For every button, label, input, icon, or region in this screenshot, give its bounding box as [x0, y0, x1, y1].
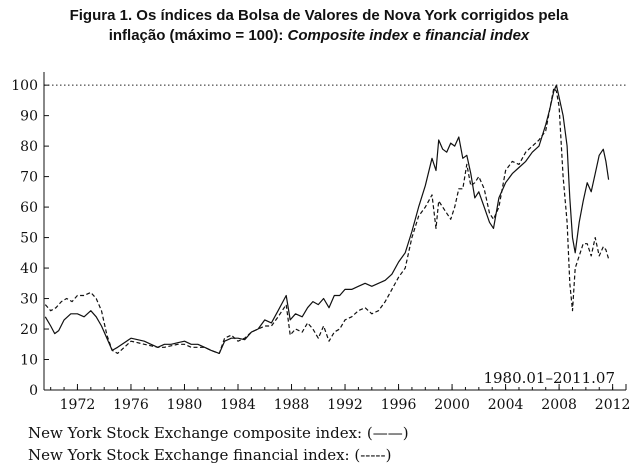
x-tick-label: 2004: [488, 397, 524, 413]
y-tick-label: 70: [20, 170, 38, 186]
x-tick-label: 2012: [595, 397, 631, 413]
legend-financial: New York Stock Exchange financial index:…: [28, 446, 392, 464]
chart-title-connector: e: [412, 27, 421, 44]
chart-title-line-2-plain: inflação (máximo = 100):: [108, 27, 284, 44]
x-tick-label: 1980: [167, 397, 203, 413]
x-tick-label: 1976: [113, 397, 149, 413]
date-range-annotation: 1980.01–2011.07: [483, 369, 615, 387]
x-tick-label: 1992: [327, 397, 363, 413]
series-line-composite: [44, 84, 610, 354]
legend-composite: New York Stock Exchange composite index:…: [28, 424, 409, 442]
x-tick-label: 1972: [60, 397, 96, 413]
y-tick-label: 100: [11, 78, 38, 94]
y-tick-label: 80: [20, 139, 38, 155]
x-tick-label: 2008: [541, 397, 577, 413]
series-line-financial: [44, 87, 610, 354]
x-tick-label: 1988: [274, 397, 310, 413]
chart-title-line-1: Figura 1. Os índices da Bolsa de Valores…: [69, 7, 569, 24]
line-chart: 0 10 20 30 40 50 60 70 80 90 100 1972 1976 1980 1984 19…: [11, 72, 630, 413]
y-tick-label: 60: [20, 200, 38, 216]
chart-title-financial: financial index: [425, 27, 530, 44]
y-tick-label: 20: [20, 322, 38, 338]
x-tick-label: 1996: [381, 397, 417, 413]
y-tick-label: 40: [20, 261, 38, 277]
x-tick-label: 1984: [220, 397, 256, 413]
y-tick-label: 50: [20, 231, 38, 247]
x-tick-label: 2000: [434, 397, 470, 413]
y-tick-label: 10: [20, 353, 38, 369]
y-tick-label: 0: [29, 383, 38, 399]
chart-title-line-2: inflação (máximo = 100): Composite index…: [0, 26, 638, 46]
y-tick-label: 90: [20, 109, 38, 125]
chart-title: Figura 1. Os índices da Bolsa de Valores…: [0, 6, 638, 46]
plot-area: 0 10 20 30 40 50 60 70 80 90 100 1972 1976 1980 1984 19…: [11, 72, 630, 413]
chart-title-composite: Composite index: [287, 27, 409, 44]
y-tick-label: 30: [20, 292, 38, 308]
